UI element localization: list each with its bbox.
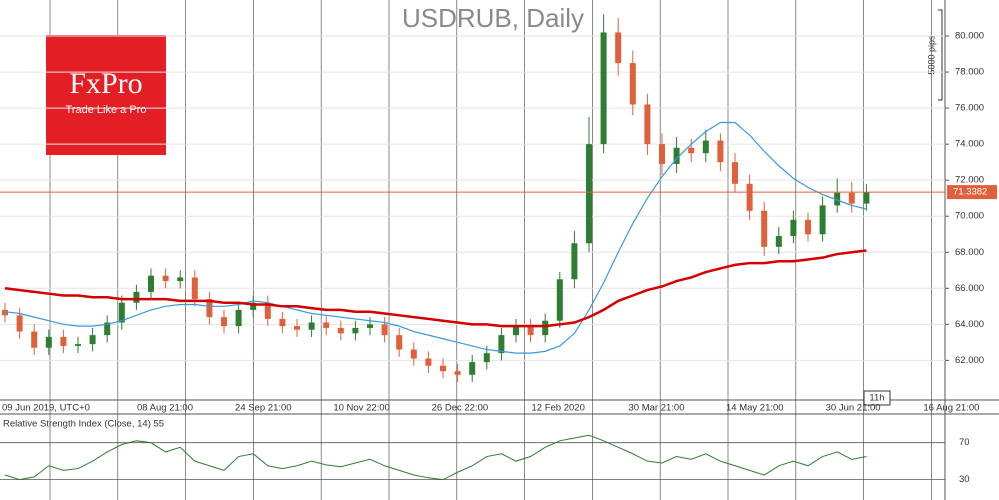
candle-body bbox=[75, 344, 81, 346]
candle-body bbox=[352, 327, 359, 334]
candle-body bbox=[221, 317, 227, 327]
candle-body bbox=[250, 302, 257, 310]
candle-body bbox=[60, 336, 67, 346]
candle-body bbox=[863, 192, 870, 204]
candle-body bbox=[323, 322, 330, 328]
candle-body bbox=[396, 335, 403, 350]
x-tick-label: 26 Dec 22:00 bbox=[432, 403, 489, 414]
candle-body bbox=[367, 324, 373, 328]
candle-body bbox=[469, 362, 476, 375]
candle-body bbox=[440, 365, 446, 372]
rsi-label: Relative Strength Index (Close, 14) 55 bbox=[3, 419, 164, 430]
candle-body bbox=[600, 32, 607, 145]
candle-body bbox=[848, 192, 855, 204]
time-badge-box bbox=[863, 390, 891, 406]
candle-body bbox=[702, 140, 709, 154]
x-tick-label: 09 Jun 2019, UTC+0 bbox=[2, 403, 90, 414]
scale-bracket bbox=[938, 9, 943, 101]
candle-body bbox=[615, 32, 622, 64]
candle-body bbox=[644, 104, 651, 145]
candle-body bbox=[629, 63, 636, 105]
candle-body bbox=[381, 324, 388, 336]
candle-body bbox=[191, 277, 198, 300]
candle-body bbox=[2, 309, 8, 316]
candle-body bbox=[498, 335, 505, 354]
candle-body bbox=[746, 183, 753, 211]
x-tick-label: 30 Mar 21:00 bbox=[629, 403, 685, 414]
y-tick-label: 74.000 bbox=[955, 139, 984, 150]
candle-body bbox=[16, 315, 23, 332]
candle-body bbox=[206, 299, 213, 318]
scale-label: 5000 pips bbox=[926, 35, 936, 75]
y-tick-label: 68.000 bbox=[955, 247, 984, 258]
candle-body bbox=[571, 243, 578, 280]
candle-body bbox=[732, 162, 738, 184]
y-tick-label: 76.000 bbox=[955, 103, 984, 114]
candle-body bbox=[454, 371, 461, 375]
candle-body bbox=[586, 144, 592, 244]
candle-body bbox=[45, 336, 52, 348]
candle-body bbox=[761, 210, 768, 247]
x-tick-label: 30 Jun 21:00 bbox=[826, 403, 881, 414]
candle-body bbox=[556, 279, 563, 321]
candle-body bbox=[235, 309, 242, 327]
candle-body bbox=[279, 318, 286, 327]
candle-body bbox=[790, 219, 797, 237]
logo-slogan: Trade Like a Pro bbox=[66, 104, 147, 116]
candle-body bbox=[483, 353, 490, 363]
candle-body bbox=[513, 326, 519, 336]
logo-box bbox=[46, 35, 166, 155]
candle-body bbox=[294, 326, 300, 330]
rsi-tick-label: 70 bbox=[959, 437, 970, 448]
candle-body bbox=[673, 147, 680, 164]
y-tick-label: 66.000 bbox=[955, 283, 984, 294]
y-tick-label: 64.000 bbox=[955, 319, 984, 330]
candle-body bbox=[308, 322, 315, 330]
candle-body bbox=[162, 275, 169, 282]
last-price-label: 71.3382 bbox=[953, 187, 987, 198]
candle-body bbox=[834, 192, 841, 206]
y-tick-label: 62.000 bbox=[955, 355, 984, 366]
x-tick-label: 12 Feb 2020 bbox=[532, 403, 585, 414]
candle-body bbox=[410, 349, 417, 359]
x-tick-label: 14 May 21:00 bbox=[726, 403, 784, 414]
candle-body bbox=[775, 236, 782, 247]
chart-title: USDRUB, Daily bbox=[402, 3, 584, 33]
candle-body bbox=[805, 219, 811, 235]
candle-body bbox=[264, 302, 271, 319]
candle-body bbox=[118, 302, 125, 323]
candle-body bbox=[717, 140, 724, 163]
rsi-line bbox=[4, 434, 867, 481]
candle-body bbox=[177, 277, 184, 282]
last-price-box bbox=[947, 185, 997, 200]
moving-average bbox=[4, 121, 867, 354]
moving-average bbox=[4, 249, 867, 328]
candle-body bbox=[31, 331, 38, 348]
y-tick-label: 80.000 bbox=[955, 31, 984, 42]
x-tick-label: 24 Sep 21:00 bbox=[235, 403, 292, 414]
candle-body bbox=[89, 335, 96, 345]
y-tick-label: 70.000 bbox=[955, 211, 984, 222]
x-tick-label: 10 Nov 22:00 bbox=[333, 403, 390, 414]
rsi-tick-label: 30 bbox=[959, 474, 970, 485]
candle-body bbox=[104, 322, 111, 336]
y-tick-label: 72.000 bbox=[955, 175, 984, 186]
candle-body bbox=[688, 147, 695, 154]
x-tick-label: 16 Aug 21:00 bbox=[923, 403, 979, 414]
y-tick-label: 78.000 bbox=[955, 67, 984, 78]
candle-body bbox=[337, 327, 344, 334]
candle-body bbox=[527, 326, 534, 336]
x-tick-label: 08 Aug 21:00 bbox=[137, 403, 193, 414]
candle-body bbox=[425, 358, 432, 366]
time-badge: 11h bbox=[869, 393, 884, 404]
candle-body bbox=[133, 291, 140, 303]
candle-body bbox=[659, 144, 665, 164]
candle-body bbox=[542, 320, 549, 336]
candle-body bbox=[148, 275, 154, 292]
candle-body bbox=[819, 205, 826, 235]
